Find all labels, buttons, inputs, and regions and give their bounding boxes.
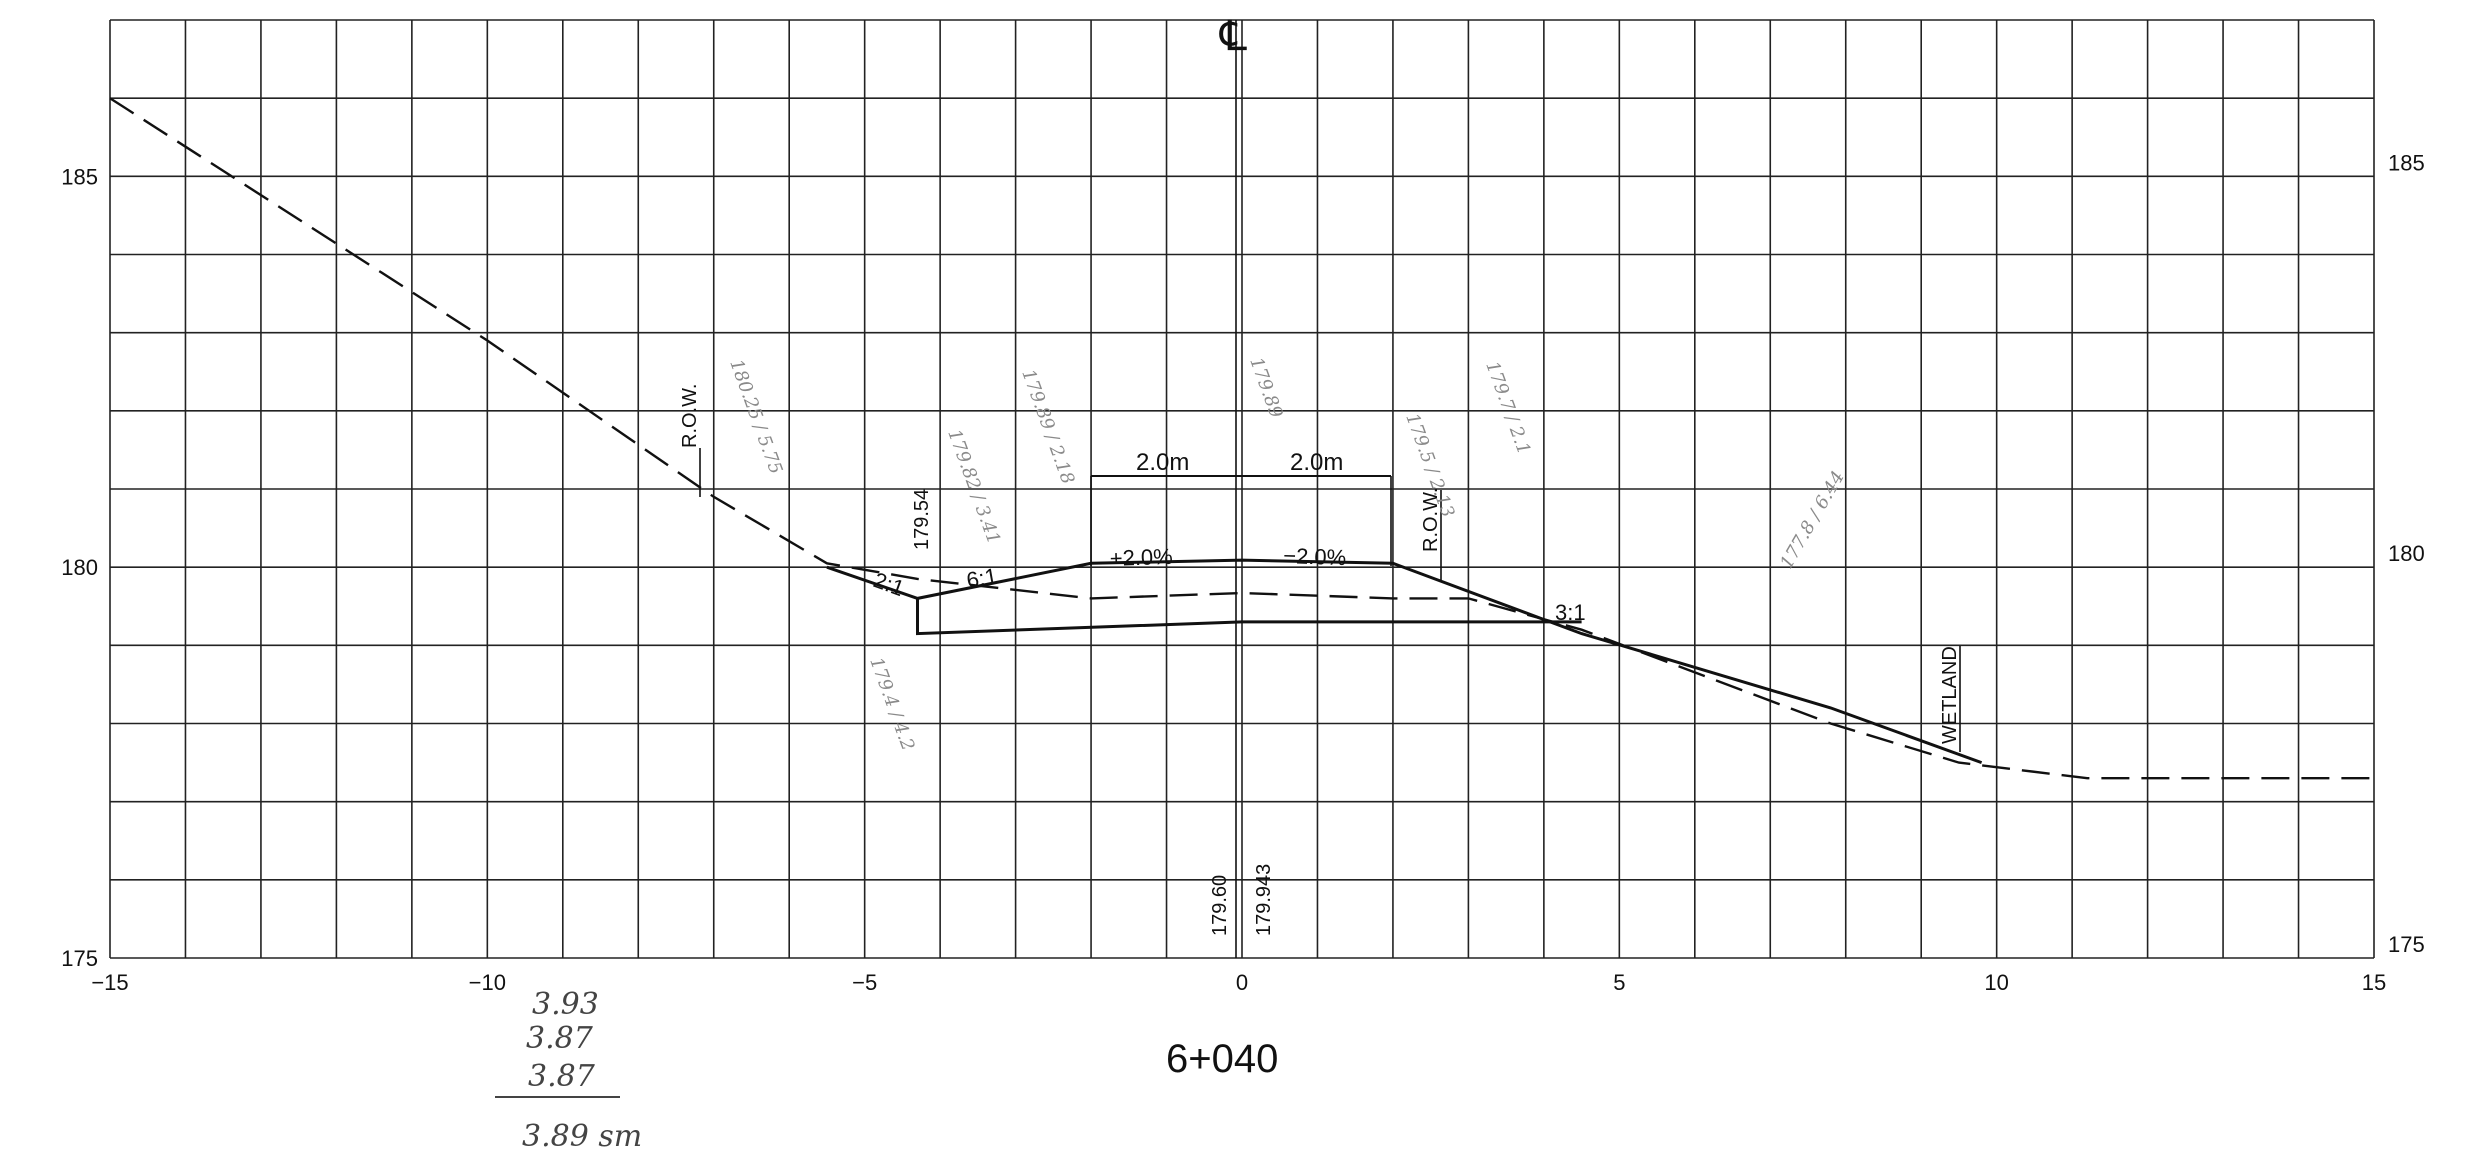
handwritten-value: 3.93 [532, 987, 599, 1022]
x-tick-label: −5 [852, 970, 877, 995]
x-tick-label: 15 [2362, 970, 2386, 995]
profile-lines [109, 97, 2374, 780]
profile-series-line [916, 598, 1582, 636]
slope-label-6-1: 6:1 [965, 563, 999, 593]
faint-note: 179.4 / 4.2 [865, 655, 918, 754]
y-tick-label-left: 180 [61, 555, 98, 580]
faint-note: 177.8 / 6.44 [1776, 467, 1849, 572]
elevation-179-943: 179.943 [1253, 864, 1275, 936]
y-tick-label-right: 185 [2388, 150, 2425, 175]
y-tick-label-left: 185 [61, 164, 98, 189]
row-left-label: R.O.W. [679, 384, 701, 448]
y-axis-ticks: 185 180 175 185 180 175 [61, 150, 2424, 971]
faint-note: 180.25 / 5.75 [725, 357, 786, 477]
row-right-label: R.O.W. [1420, 488, 1442, 552]
plot-grid [109, 19, 2375, 959]
handwritten-value: 3.87 [526, 1021, 594, 1056]
station-label: 6+040 [1166, 1037, 1278, 1081]
x-tick-label: −15 [91, 970, 128, 995]
dimension-label-right: 2.0m [1290, 449, 1343, 476]
faint-note: 179.82 / 3.41 [943, 427, 1004, 547]
slope-label-crown-left: +2.0% [1109, 544, 1173, 571]
faint-note: 179.7 / 2.1 [1481, 359, 1534, 458]
slope-label-3-1: 3:1 [1555, 600, 1586, 625]
dimension-label-left: 2.0m [1136, 449, 1189, 476]
x-axis-ticks: −15 −10 −5 0 5 10 15 [91, 970, 2386, 995]
x-tick-label: 0 [1236, 970, 1248, 995]
faint-note: 179.89 / 2.18 [1017, 367, 1078, 487]
x-tick-label: −10 [469, 970, 506, 995]
y-tick-label-right: 180 [2388, 541, 2425, 566]
handwritten-sum: 3.93 3.87 3.87 3.89 sm [495, 987, 642, 1154]
handwritten-value: 3.89 sm [522, 1119, 642, 1154]
y-tick-label-left: 175 [61, 946, 98, 971]
x-tick-label: 5 [1613, 970, 1625, 995]
wetland-label: WETLAND [1939, 646, 1961, 744]
elevation-179-60: 179.60 [1209, 875, 1231, 936]
y-tick-label-right: 175 [2388, 932, 2425, 957]
x-tick-label: 10 [1984, 970, 2008, 995]
slope-label-crown-right: −2.0% [1283, 543, 1347, 570]
handwritten-value: 3.87 [528, 1059, 596, 1094]
profile-series-line [826, 558, 1983, 765]
centerline-symbol: ℄ [1219, 12, 1247, 59]
profile-series-line [109, 97, 2374, 780]
elevation-179-54: 179.54 [911, 489, 933, 550]
